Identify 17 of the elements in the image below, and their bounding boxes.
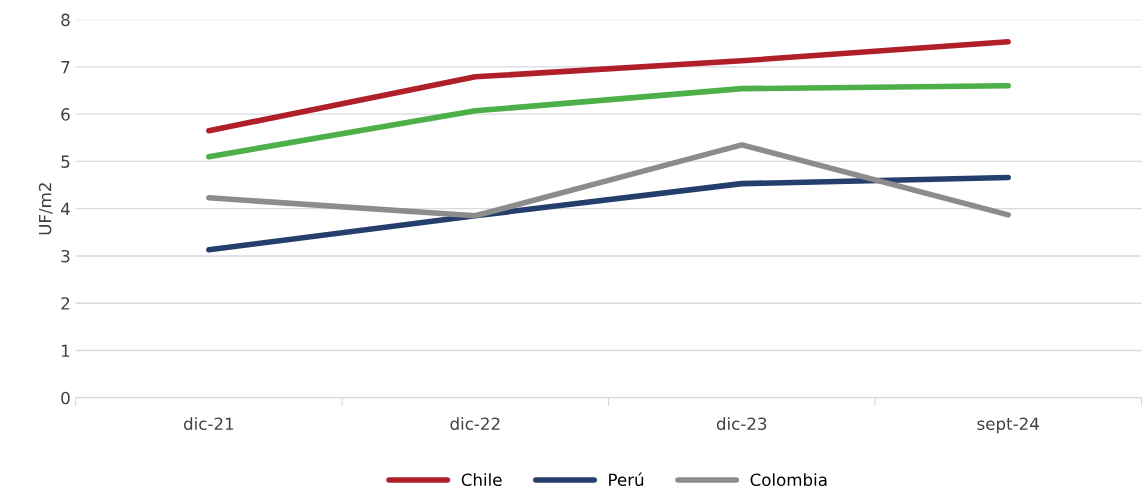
y-tick-label: 6 — [61, 108, 70, 121]
x-tick-label: dic-23 — [716, 417, 767, 431]
y-tick-label: 8 — [61, 13, 70, 27]
y-tick-label: 7 — [61, 61, 70, 74]
y-tick-label: 2 — [61, 297, 70, 310]
x-tick-label: dic-22 — [450, 417, 500, 431]
y-tick-label: 5 — [61, 155, 70, 168]
x-tick-label: dic-21 — [183, 417, 234, 431]
y-tick-label: 4 — [60, 202, 70, 216]
x-tick-label: sept-24 — [977, 417, 1039, 434]
y-axis-title: UF/m2 — [38, 183, 53, 235]
legend-label: Perú — [609, 472, 644, 487]
y-tick-label: 0 — [61, 391, 70, 405]
y-tick-label: 3 — [61, 249, 70, 263]
legend-label: Colombia — [750, 473, 827, 487]
legend-label: Chile — [461, 473, 502, 487]
y-tick-label: 1 — [62, 344, 70, 357]
